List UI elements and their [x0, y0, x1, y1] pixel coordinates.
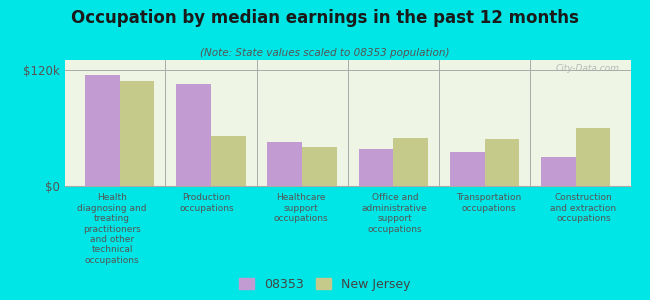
- Text: Health
diagnosing and
treating
practitioners
and other
technical
occupations: Health diagnosing and treating practitio…: [77, 194, 147, 265]
- Text: (Note: State values scaled to 08353 population): (Note: State values scaled to 08353 popu…: [200, 48, 450, 58]
- Bar: [393, 137, 428, 186]
- Text: Healthcare
support
occupations: Healthcare support occupations: [273, 194, 328, 223]
- Text: Transportation
occupations: Transportation occupations: [456, 194, 522, 213]
- Text: Construction
and extraction
occupations: Construction and extraction occupations: [551, 194, 616, 223]
- Text: Production
occupations: Production occupations: [179, 194, 234, 213]
- Legend: 08353, New Jersey: 08353, New Jersey: [239, 278, 411, 291]
- Bar: [576, 128, 610, 186]
- Bar: [120, 81, 155, 186]
- Bar: [541, 157, 576, 186]
- Bar: [268, 142, 302, 186]
- Bar: [302, 147, 337, 186]
- Bar: [484, 140, 519, 186]
- Text: Occupation by median earnings in the past 12 months: Occupation by median earnings in the pas…: [71, 9, 579, 27]
- Bar: [211, 136, 246, 186]
- Bar: [450, 152, 484, 186]
- Bar: [85, 74, 120, 186]
- Bar: [176, 84, 211, 186]
- Text: Office and
administrative
support
occupations: Office and administrative support occupa…: [362, 194, 428, 234]
- Text: City-Data.com: City-Data.com: [555, 64, 619, 73]
- Bar: [359, 149, 393, 186]
